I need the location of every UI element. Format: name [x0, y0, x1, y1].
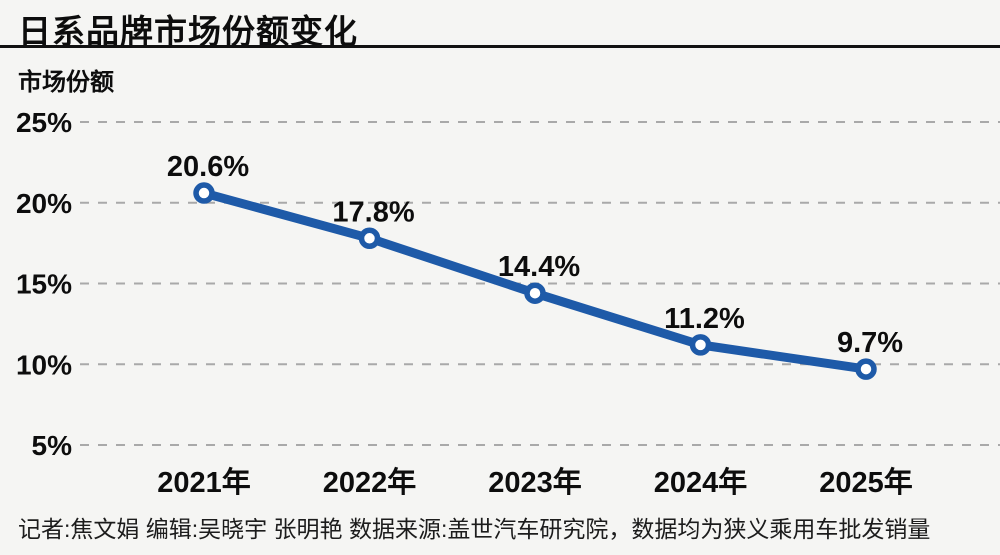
- title-divider: [0, 45, 1000, 48]
- x-tick-label: 2021年: [157, 465, 251, 499]
- footer-credits: 记者:焦文娟 编辑:吴晓宇 张明艳 数据来源:盖世汽车研究院，数据均为狭义乘用车…: [18, 516, 931, 542]
- y-tick-label: 20%: [16, 188, 72, 219]
- data-point-marker: [689, 334, 712, 356]
- x-tick-label: 2025年: [819, 465, 913, 499]
- x-tick-label: 2022年: [323, 465, 417, 499]
- data-point-marker: [855, 358, 877, 380]
- y-tick-label: 15%: [16, 269, 72, 300]
- data-point-marker: [524, 282, 546, 304]
- y-tick-label: 25%: [16, 107, 72, 138]
- data-point-label: 11.2%: [664, 303, 745, 335]
- y-axis-title: 市场份额: [18, 69, 114, 96]
- data-point-label: 20.6%: [167, 151, 249, 183]
- x-tick-label: 2024年: [654, 465, 748, 499]
- data-point-marker: [193, 182, 215, 204]
- data-point-label: 14.4%: [498, 251, 580, 283]
- y-tick-label: 5%: [32, 430, 73, 461]
- page-title: 日系品牌市场份额变化: [18, 13, 358, 50]
- data-point-marker: [358, 227, 381, 250]
- data-point-label: 17.8%: [332, 196, 414, 228]
- y-tick-label: 10%: [16, 349, 72, 380]
- x-tick-label: 2023年: [488, 465, 582, 499]
- data-point-label: 9.7%: [837, 327, 903, 359]
